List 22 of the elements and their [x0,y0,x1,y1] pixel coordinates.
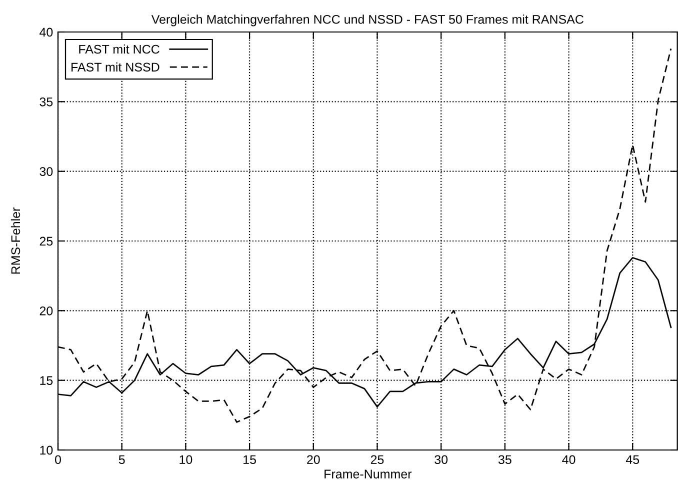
y-tick-label: 40 [40,28,53,37]
y-tick-label: 25 [40,236,53,246]
y-tick-label: 35 [40,97,53,106]
x-tick-label: 5 [118,455,125,464]
y-tick-label: 10 [40,446,53,455]
y-tick-label: 20 [40,306,53,316]
x-tick-label: 45 [626,455,640,464]
chart-title: Vergleich Matchingverfahren NCC und NSSD - FAST 50 Frames mit RANSAC [151,14,584,26]
y-axis-title: RMS-Fehler [10,208,20,274]
x-axis-title: Frame-Nummer [324,470,412,478]
x-tick-label: 25 [370,455,384,464]
legend-label: FAST mit NSSD [72,62,160,72]
y-tick-label: 30 [40,167,53,176]
x-tick-label: 10 [180,455,192,464]
x-tick-label: 20 [307,455,320,464]
x-tick-label: 15 [244,455,256,464]
x-tick-label: 0 [55,455,61,464]
x-tick-label: 30 [434,455,448,464]
y-tick-label: 15 [40,376,53,385]
legend-label: FAST mit NCC [79,44,160,54]
x-tick-label: 40 [562,455,576,464]
x-tick-label: 35 [498,455,512,464]
